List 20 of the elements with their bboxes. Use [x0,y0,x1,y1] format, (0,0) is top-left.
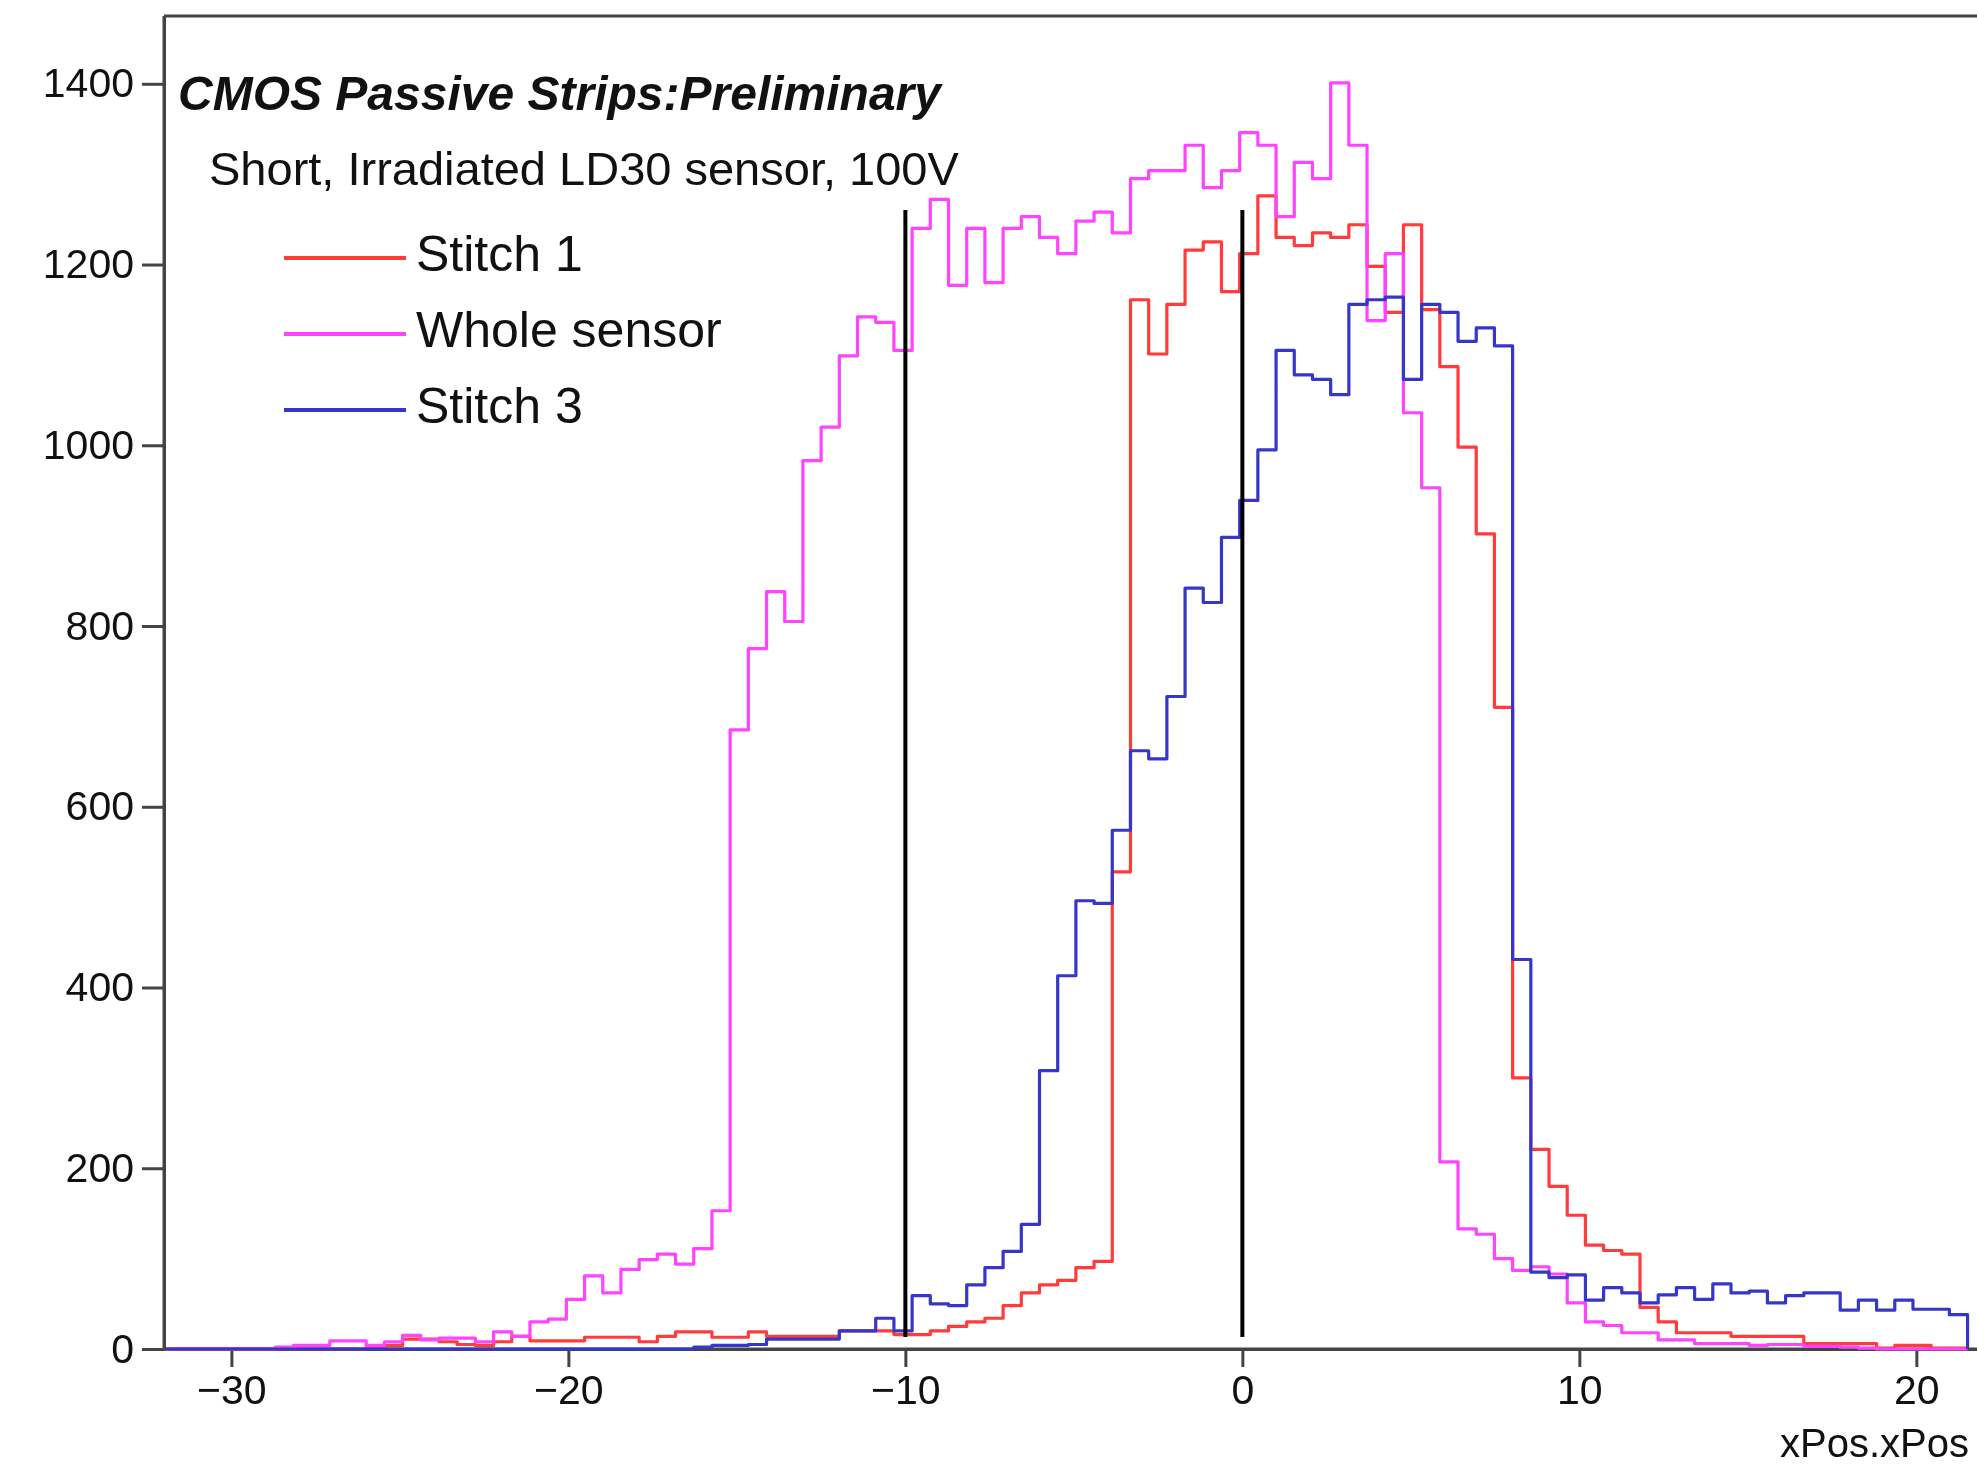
x-tick-label: 20 [1894,1367,1940,1414]
y-tick-label: 600 [65,783,134,830]
legend-label: Stitch 3 [416,378,583,435]
y-tick-label: 1000 [42,421,134,468]
legend-label: Whole sensor [416,302,722,359]
y-tick-label: 1200 [42,241,134,288]
y-tick-label: 1400 [42,60,134,107]
y-tick-label: 0 [111,1325,134,1372]
text: Short, Irradiated LD30 sensor, 100V [209,142,960,195]
text: CMOS Passive Strips:Preliminary [178,67,944,120]
x-tick-label: −10 [871,1367,941,1414]
legend-label: Stitch 1 [416,226,583,283]
x-tick-label: −20 [534,1367,604,1414]
x-tick-label: 10 [1557,1367,1603,1414]
y-tick-label: 800 [65,602,134,649]
x-tick-label: −30 [197,1367,267,1414]
y-tick-label: 200 [65,1144,134,1191]
x-tick-label: 0 [1231,1367,1255,1414]
y-tick-label: 400 [65,964,134,1011]
x-axis-title: xPos.xPos [1780,1421,1969,1465]
